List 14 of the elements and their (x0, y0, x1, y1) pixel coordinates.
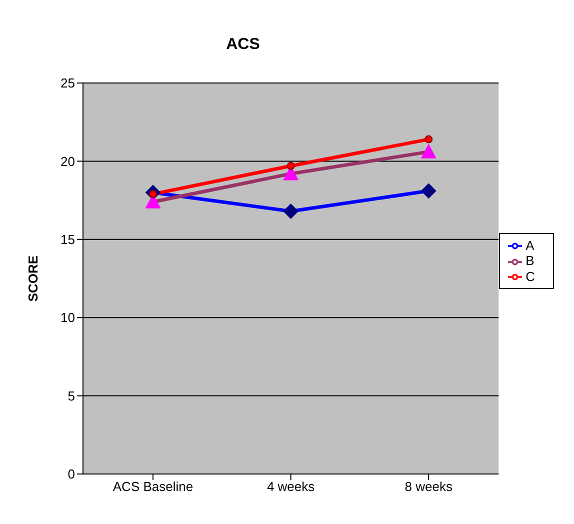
x-tick-label: ACS Baseline (112, 479, 194, 494)
x-tick-label: 4 weeks (266, 479, 316, 494)
y-tick-label: 15 (60, 232, 75, 248)
legend-label: C (526, 268, 535, 284)
y-tick-label: 20 (60, 154, 75, 169)
y-tick-label: 25 (60, 76, 75, 91)
chart-title: ACS (225, 36, 261, 54)
y-tick-label: 5 (68, 388, 75, 404)
legend-label: A (526, 238, 534, 253)
y-tick-label: 0 (68, 466, 75, 482)
x-tick-label: 8 weeks (404, 479, 453, 494)
y-tick-label: 10 (60, 310, 75, 326)
y-axis-title: SCORE (26, 255, 41, 302)
legend-label: B (526, 253, 534, 268)
